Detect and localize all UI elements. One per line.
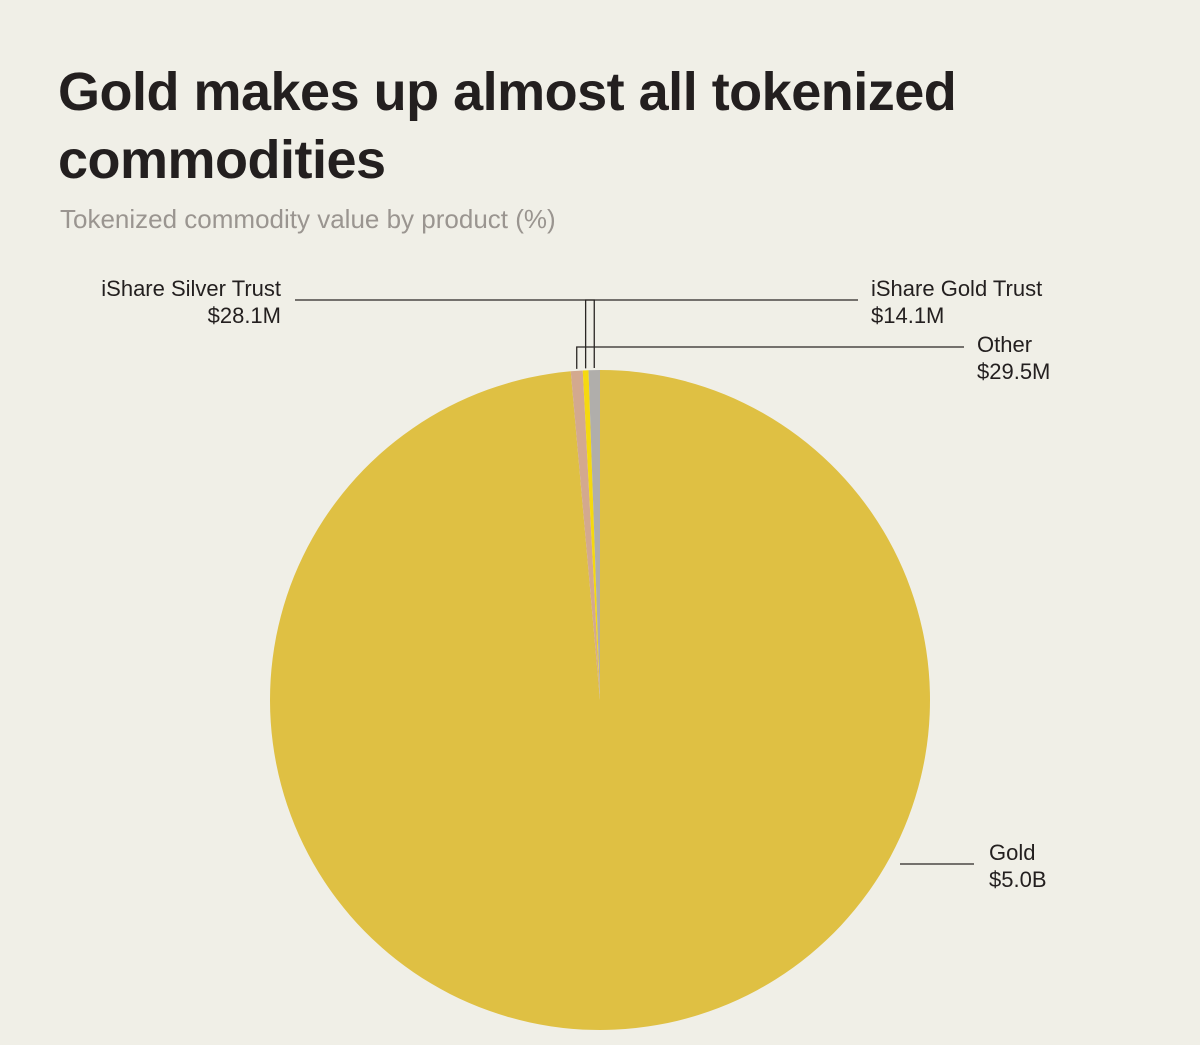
pie-slice-ishare-silver-trust [588, 370, 600, 700]
chart-subtitle: Tokenized commodity value by product (%) [60, 204, 556, 234]
label-name-ishare-silver-trust: iShare Silver Trust [101, 276, 281, 301]
label-name-gold: Gold [989, 840, 1035, 865]
pie-slice-ishare-gold-trust [582, 370, 600, 700]
label-ishare-silver-trust: iShare Silver Trust $28.1M [101, 276, 281, 328]
label-ishare-gold-trust: iShare Gold Trust $14.1M [871, 276, 1042, 328]
pie-slice-gold [269, 370, 930, 1030]
label-name-other: Other [977, 332, 1032, 357]
label-other: Other $29.5M [977, 332, 1050, 384]
label-value-gold: $5.0B [989, 867, 1047, 892]
label-value-ishare-gold-trust: $14.1M [871, 303, 944, 328]
label-value-ishare-silver-trust: $28.1M [208, 303, 281, 328]
pie-slices [269, 370, 930, 1030]
label-value-other: $29.5M [977, 359, 1050, 384]
leader-line-ishare-silver-trust [295, 299, 595, 369]
label-name-ishare-gold-trust: iShare Gold Trust [871, 276, 1042, 301]
leader-line-other [576, 346, 964, 369]
leader-lines [295, 299, 974, 865]
chart-title: Gold makes up almost all tokenized commo… [58, 62, 957, 190]
leader-line-ishare-gold-trust [584, 299, 858, 369]
label-gold: Gold $5.0B [989, 840, 1047, 892]
pie-slice-other [570, 370, 600, 700]
